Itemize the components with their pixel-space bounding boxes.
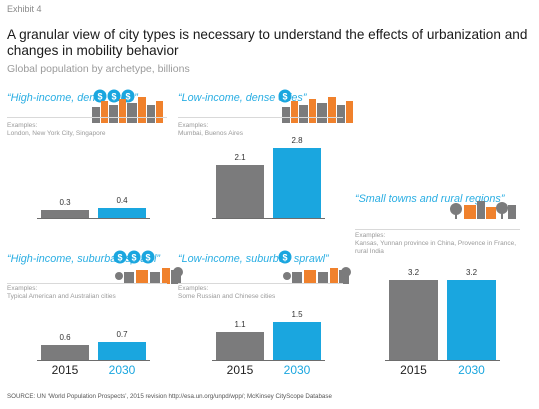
panel-divider <box>178 283 343 284</box>
svg-text:$: $ <box>117 253 122 263</box>
examples-text: Typical American and Australian cities <box>7 293 116 300</box>
examples-text: Mumbai, Buenos Aires <box>178 130 244 137</box>
x-axis-line <box>385 360 500 361</box>
svg-text:$: $ <box>145 253 150 263</box>
x-axis-line <box>212 360 325 361</box>
data-label: 1.5 <box>291 310 303 319</box>
year-label-2030: 2030 <box>108 363 136 377</box>
bar-2030 <box>447 280 496 360</box>
data-label: 0.4 <box>116 196 128 205</box>
data-label: 2.1 <box>234 153 246 162</box>
source-note: SOURCE: UN ‘World Population Prospects’,… <box>7 393 332 400</box>
year-label-2015: 2015 <box>226 363 254 377</box>
small-town-icon <box>448 193 518 224</box>
bar-2015 <box>216 165 264 218</box>
exhibit-label: Exhibit 4 <box>7 4 42 14</box>
dollar-coins-suburb-icon: $ $ $ <box>110 248 190 289</box>
svg-text:$: $ <box>111 92 116 102</box>
examples-label: Examples: <box>7 285 38 292</box>
bar-2030 <box>273 148 321 218</box>
svg-text:$: $ <box>131 253 136 263</box>
x-axis-line <box>212 218 325 219</box>
dollar-coin-city-icon: $ <box>276 87 356 128</box>
x-axis-line <box>37 218 150 219</box>
bar-2015 <box>216 332 264 360</box>
dollar-coin-suburb-icon: $ <box>276 248 356 289</box>
bar-2015 <box>389 280 438 360</box>
data-label: 0.3 <box>59 198 71 207</box>
chart-subtitle: Global population by archetype, billions <box>7 63 190 75</box>
panel-divider <box>7 283 167 284</box>
examples-text: Some Russian and Chinese cities <box>178 293 276 300</box>
bar-2030 <box>98 208 146 218</box>
data-label: 3.2 <box>407 268 420 277</box>
data-label: 2.8 <box>291 136 303 145</box>
data-label: 0.6 <box>59 333 71 342</box>
year-label-2030: 2030 <box>458 363 485 377</box>
dollar-coins-city-icon: $ $ $ <box>90 87 170 128</box>
examples-label: Examples: <box>355 232 386 239</box>
bar-2015 <box>41 210 89 218</box>
examples-text: Kansas, Yunnan province in China, Proven… <box>355 240 517 255</box>
panel-title: “Small towns and rural regions” <box>355 193 505 205</box>
year-label-2030: 2030 <box>283 363 311 377</box>
year-label-2015: 2015 <box>51 363 79 377</box>
examples-text: London, New York City, Singapore <box>7 130 106 137</box>
data-label: 3.2 <box>465 268 478 277</box>
examples-label: Examples: <box>178 122 209 129</box>
chart-title: A granular view of city types is necessa… <box>7 27 528 58</box>
svg-text:$: $ <box>97 92 102 102</box>
panel-title: “Low-income, dense cities” <box>178 92 307 104</box>
panel-divider <box>355 229 520 230</box>
svg-text:$: $ <box>282 92 287 102</box>
x-axis-line <box>37 360 150 361</box>
svg-text:$: $ <box>125 92 130 102</box>
year-label-2015: 2015 <box>400 363 427 377</box>
bar-2030 <box>98 342 146 360</box>
data-label: 1.1 <box>234 320 246 329</box>
data-label: 0.7 <box>116 330 128 339</box>
panel-divider <box>7 117 167 118</box>
examples-label: Examples: <box>7 122 38 129</box>
examples-label: Examples: <box>178 285 209 292</box>
svg-text:$: $ <box>282 253 287 263</box>
bar-2015 <box>41 345 89 360</box>
bar-2030 <box>273 322 321 360</box>
panel-divider <box>178 117 343 118</box>
